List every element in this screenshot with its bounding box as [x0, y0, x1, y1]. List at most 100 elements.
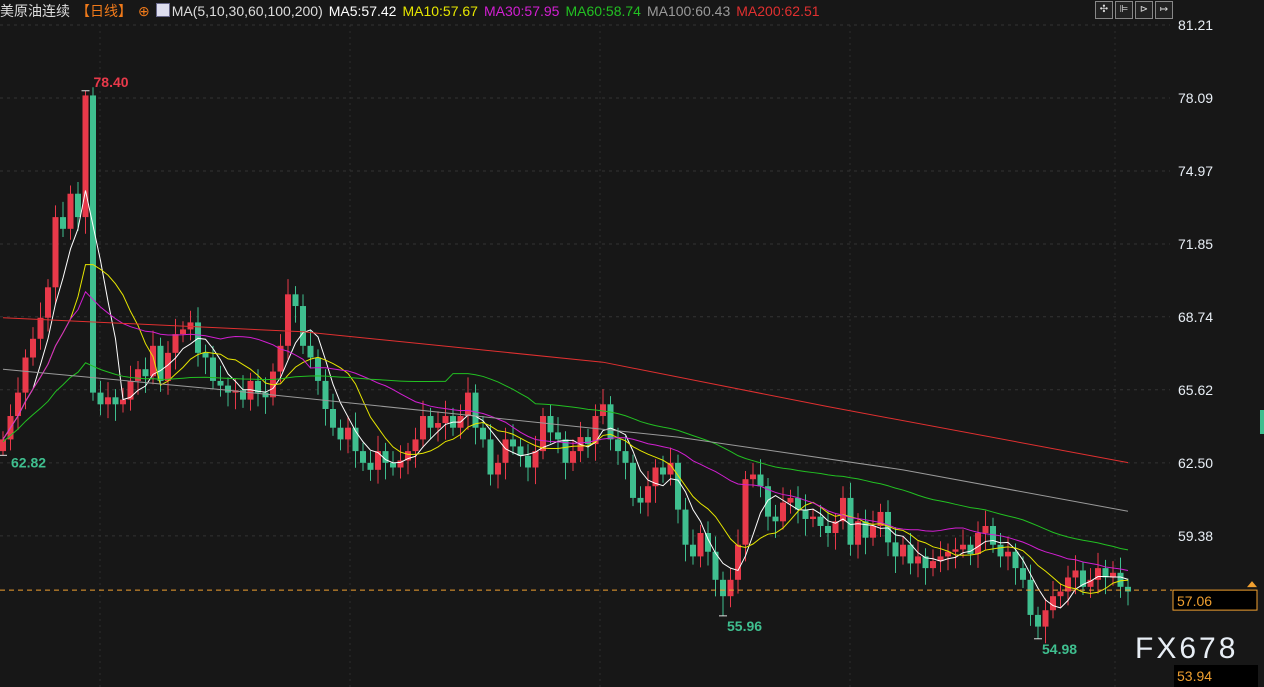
candle-body [682, 509, 689, 545]
candle-body [307, 345, 314, 358]
candle-body [630, 462, 636, 498]
candle-body [690, 544, 696, 557]
candle-body [0, 439, 6, 452]
candle-body [907, 544, 914, 564]
candle-body [442, 416, 449, 424]
crosshair-icon[interactable]: ✣ [1095, 1, 1113, 19]
candle-body [367, 462, 374, 470]
candle-body [1005, 551, 1011, 557]
candle-body [517, 446, 524, 456]
candle-body [52, 217, 59, 288]
indicator-icon[interactable] [155, 3, 170, 17]
candle-body [210, 357, 216, 381]
candle-body [90, 95, 96, 393]
candle-body [285, 294, 291, 346]
candle-body [765, 486, 771, 517]
candle-body [645, 486, 651, 503]
extreme-price-label: 62.82 [11, 454, 46, 470]
candle-body [1042, 610, 1049, 627]
candle-body [607, 404, 614, 440]
candle-body [217, 380, 224, 386]
candle-body [1050, 596, 1056, 611]
candle-body [780, 502, 786, 522]
candle-body [472, 392, 479, 428]
extreme-price-label: 78.40 [94, 74, 129, 90]
candle-body [772, 516, 779, 522]
y-tick-label: 78.09 [1178, 90, 1213, 106]
candle-body [487, 439, 494, 475]
ma-params: MA(5,10,30,60,100,200) [171, 3, 323, 19]
candle-body [352, 427, 359, 452]
candle-body [375, 451, 381, 470]
scroll-up-icon [1247, 581, 1257, 588]
ma5-line [2, 190, 1129, 609]
candle-body [1080, 570, 1086, 587]
candle-body [157, 345, 164, 381]
candle-body [900, 544, 906, 557]
candle-body [330, 408, 336, 428]
candle-body [982, 525, 989, 534]
candle-body [720, 579, 726, 597]
candle-body [540, 416, 546, 452]
symbol-name[interactable]: 美原油连续 [0, 3, 70, 19]
play-icon[interactable]: ⊳ [1135, 1, 1153, 19]
candle-body [75, 193, 81, 218]
candle-body [30, 338, 36, 358]
candle-body [832, 521, 839, 534]
candle-body [397, 460, 404, 468]
candle-body [502, 439, 509, 463]
candle-body [37, 317, 44, 339]
candle-body [787, 497, 794, 503]
candle-body [1072, 570, 1079, 578]
candle-body [195, 322, 201, 353]
candle-body [405, 451, 411, 461]
candle-body [420, 416, 426, 440]
candle-body [525, 455, 531, 468]
y-tick-label: 74.97 [1178, 163, 1213, 179]
candle-body [885, 511, 891, 543]
extreme-price-label: 55.96 [727, 618, 762, 634]
candle-body [510, 439, 516, 447]
candle-body [967, 544, 974, 555]
candle-body [870, 525, 876, 538]
candle-body [817, 516, 824, 526]
candle-body [337, 427, 344, 440]
ma60-value: MA60:58.74 [565, 3, 641, 19]
candle-body [322, 380, 329, 409]
extreme-price-label: 54.98 [1042, 641, 1077, 657]
candle-body [1095, 568, 1101, 580]
candle-body [802, 509, 809, 519]
candle-body [435, 423, 441, 428]
candle-body [225, 385, 231, 393]
candle-body [555, 432, 561, 440]
candle-body [1035, 614, 1041, 627]
candle-body [615, 439, 621, 452]
ma10-line [2, 264, 1129, 594]
candle-body [1110, 572, 1116, 578]
zoom-in-icon[interactable]: ⊫ [1115, 1, 1133, 19]
watermark: FX678 [1135, 632, 1239, 665]
candle-body [585, 437, 591, 445]
period-label[interactable]: 【日线】 [76, 3, 132, 19]
candle-body [345, 427, 351, 440]
current-price-box [1172, 589, 1258, 611]
candle-body [712, 551, 719, 580]
candle-body [150, 345, 156, 377]
candle-body [360, 451, 366, 463]
candle-body [180, 329, 186, 335]
candle-body [262, 392, 269, 398]
y-tick-label: 81.21 [1178, 17, 1213, 33]
ma100-value: MA100:60.43 [646, 3, 731, 19]
candle-body [637, 497, 644, 503]
y-tick-label: 68.74 [1178, 309, 1213, 325]
candle-body [622, 451, 629, 463]
candle-body [937, 556, 944, 562]
add-icon[interactable]: ⊕ [138, 3, 150, 19]
candle-body [1012, 551, 1019, 569]
candle-body [667, 462, 674, 475]
candle-body [187, 322, 194, 330]
candle-body [960, 544, 966, 550]
exit-icon[interactable]: ↦ [1155, 1, 1173, 19]
candle-body [105, 397, 111, 405]
